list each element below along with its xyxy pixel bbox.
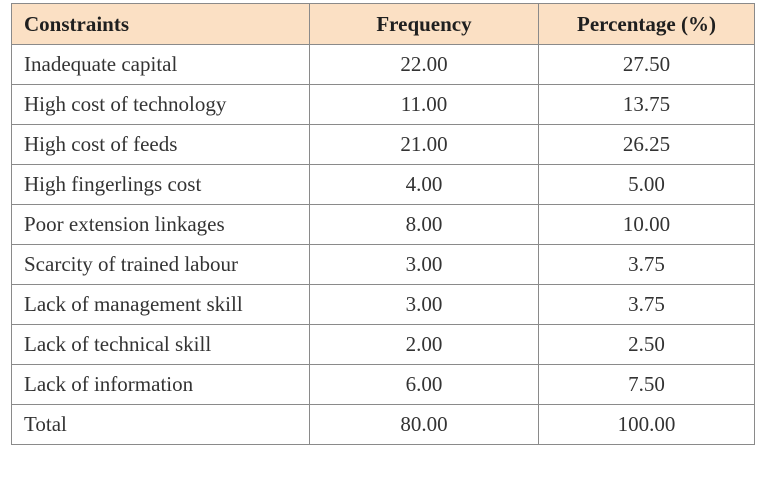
table-row: Lack of information 6.00 7.50: [11, 364, 755, 405]
percentage-cell: 3.75: [538, 284, 755, 325]
constraint-cell: High fingerlings cost: [11, 164, 310, 205]
frequency-cell: 2.00: [309, 324, 539, 365]
percentage-cell: 7.50: [538, 364, 755, 405]
percentage-cell: 27.50: [538, 44, 755, 85]
table-row: High cost of technology 11.00 13.75: [11, 84, 755, 125]
frequency-cell: 6.00: [309, 364, 539, 405]
constraint-cell: Poor extension linkages: [11, 204, 310, 245]
percentage-cell: 10.00: [538, 204, 755, 245]
table-row: Lack of management skill 3.00 3.75: [11, 284, 755, 325]
percentage-cell: 13.75: [538, 84, 755, 125]
constraint-cell: Lack of management skill: [11, 284, 310, 325]
percentage-cell: 3.75: [538, 244, 755, 285]
table-row: Inadequate capital 22.00 27.50: [11, 44, 755, 85]
constraint-cell: Scarcity of trained labour: [11, 244, 310, 285]
frequency-cell: 4.00: [309, 164, 539, 205]
percentage-cell: 2.50: [538, 324, 755, 365]
constraint-cell: Inadequate capital: [11, 44, 310, 85]
frequency-cell: 3.00: [309, 244, 539, 285]
total-frequency-cell: 80.00: [309, 404, 539, 445]
frequency-cell: 11.00: [309, 84, 539, 125]
table-row-total: Total 80.00 100.00: [11, 404, 755, 445]
constraint-cell: Lack of technical skill: [11, 324, 310, 365]
table-row: Scarcity of trained labour 3.00 3.75: [11, 244, 755, 285]
frequency-cell: 3.00: [309, 284, 539, 325]
constraint-cell: High cost of technology: [11, 84, 310, 125]
table-row: High fingerlings cost 4.00 5.00: [11, 164, 755, 205]
percentage-cell: 5.00: [538, 164, 755, 205]
constraint-cell: High cost of feeds: [11, 124, 310, 165]
header-constraints: Constraints: [11, 3, 310, 45]
total-percentage-cell: 100.00: [538, 404, 755, 445]
constraint-cell: Lack of information: [11, 364, 310, 405]
total-label-cell: Total: [11, 404, 310, 445]
frequency-cell: 21.00: [309, 124, 539, 165]
frequency-cell: 22.00: [309, 44, 539, 85]
constraints-table: Constraints Frequency Percentage (%) Ina…: [11, 3, 755, 445]
table-row: Lack of technical skill 2.00 2.50: [11, 324, 755, 365]
frequency-cell: 8.00: [309, 204, 539, 245]
table-row: Poor extension linkages 8.00 10.00: [11, 204, 755, 245]
percentage-cell: 26.25: [538, 124, 755, 165]
table-row: High cost of feeds 21.00 26.25: [11, 124, 755, 165]
header-percentage: Percentage (%): [538, 3, 755, 45]
header-frequency: Frequency: [309, 3, 539, 45]
table-header-row: Constraints Frequency Percentage (%): [11, 3, 755, 45]
